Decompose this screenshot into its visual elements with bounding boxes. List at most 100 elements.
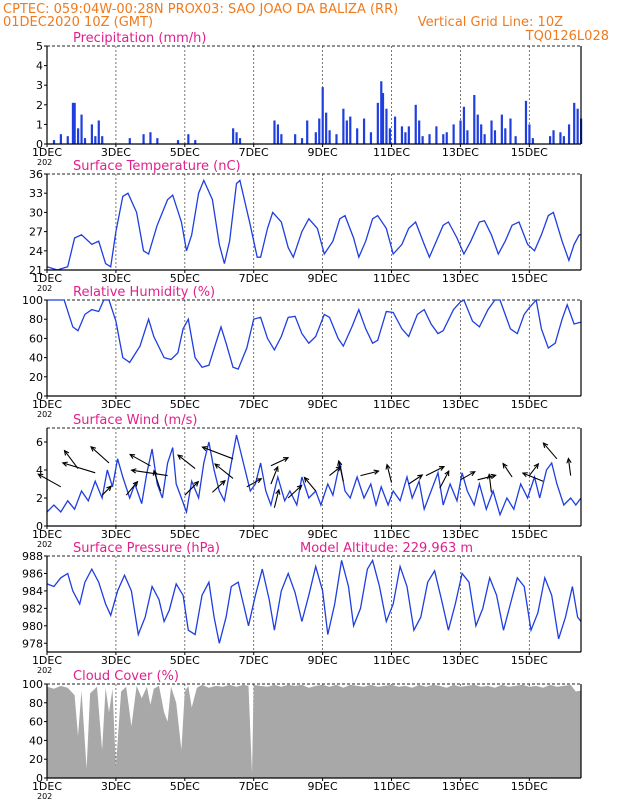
wind-arrow [566,457,572,476]
wind-arrow [125,480,139,496]
precip-bar [407,126,410,144]
precip-bar [490,120,493,144]
wind-arrow [477,473,497,481]
precip-bar [393,116,397,144]
precip-bar [94,136,97,144]
x-tick-label: 15DEC [511,654,548,667]
wind-arrow [337,459,344,482]
precip-bar [462,106,466,144]
wind-arrow-head [275,488,281,495]
wind-arrow-shaft [101,485,112,496]
y-tick-label: 20 [29,753,43,766]
wind-arrow [528,462,540,476]
panel-4 [37,427,582,529]
precip-bar [73,102,76,144]
series-line [47,298,582,370]
precip-bar [548,136,552,144]
y-tick-label: 100 [22,294,43,307]
x-tick-label: 15DEC [511,528,548,541]
wind-arrow-head [303,476,310,483]
wind-arrow [425,466,446,477]
x-tick-label: 15DEC [511,780,548,793]
precip-bar [459,120,462,144]
wind-arrow-shaft [211,480,226,493]
x-tick-label: 11DEC [373,654,410,667]
y-tick-label: 60 [29,332,43,345]
precip-bar [573,102,576,144]
x-tick-label: 5DEC [170,272,200,285]
series-line [46,434,582,517]
precip-bar [235,132,238,144]
x-tick-label: 11DEC [373,780,410,793]
wind-arrow-head [566,457,572,464]
wind-arrow-head [283,457,290,462]
y-tick-label: 80 [29,697,43,710]
cloud-area [47,684,581,778]
panel-title: Surface Wind (m/s) [73,413,197,428]
panel-3 [44,298,582,399]
x-tick-label: 5DEC [170,398,200,411]
wind-arrow-shaft [542,442,558,460]
wind-arrow [502,462,513,478]
wind-arrow [329,465,342,477]
y-tick-label: 24 [29,245,43,258]
wind-arrow [439,469,450,489]
precip-bar [369,132,373,144]
wind-arrow-shaft [62,462,96,474]
precip-bar [483,134,486,144]
precip-bar [504,128,507,144]
precip-bar [531,138,534,144]
panel-5 [44,555,582,655]
wind-arrow-shaft [129,454,151,467]
precip-bar [77,128,80,144]
precip-bar [101,136,104,144]
year-label: 202 [37,666,52,675]
precip-bar [176,140,180,144]
precip-bar [480,124,483,144]
precip-bar [142,134,145,144]
x-tick-label: 9DEC [308,398,338,411]
x-tick-label: 1DEC [32,780,62,793]
wind-arrow [214,463,234,479]
y-tick-label: 4 [36,60,43,73]
y-tick-label: 30 [29,206,43,219]
year-label: 202 [37,792,52,800]
x-tick-label: 13DEC [442,528,479,541]
y-tick-label: 0 [36,772,43,785]
x-tick-label: 15DEC [511,398,548,411]
y-tick-label: 980 [22,620,43,633]
wind-arrow-head [63,449,70,456]
x-tick-label: 1DEC [32,146,62,159]
precip-bar [342,108,345,144]
wind-arrow [128,453,151,467]
y-tick-label: 0 [36,520,43,533]
precip-bar [59,134,62,144]
precip-bar [435,126,438,144]
wind-arrow-head [542,442,549,449]
wind-arrow-head [521,472,528,478]
x-tick-label: 3DEC [101,398,131,411]
wind-arrow-shaft [270,457,289,467]
year-label: 202 [37,158,52,167]
precip-bar [156,138,159,144]
precip-bar [362,118,366,144]
precip-bar [493,130,497,144]
y-tick-label: 100 [22,678,43,691]
wind-arrow-shaft [125,481,138,496]
wind-arrow-head [90,445,96,452]
precip-bar [476,114,479,144]
precip-bar [421,136,424,144]
x-tick-label: 3DEC [101,146,131,159]
wind-arrow [211,479,226,493]
wind-arrow [287,484,303,499]
precip-bar [187,134,190,144]
wind-arrow-shaft [477,474,496,481]
y-tick-label: 6 [36,436,43,449]
wind-arrow-head [214,463,221,469]
wind-arrow-shaft [338,460,344,482]
precip-bar [388,128,391,144]
precip-bar [414,104,417,144]
x-tick-label: 3DEC [101,528,131,541]
x-tick-label: 9DEC [308,272,338,285]
wind-arrow [460,471,476,481]
